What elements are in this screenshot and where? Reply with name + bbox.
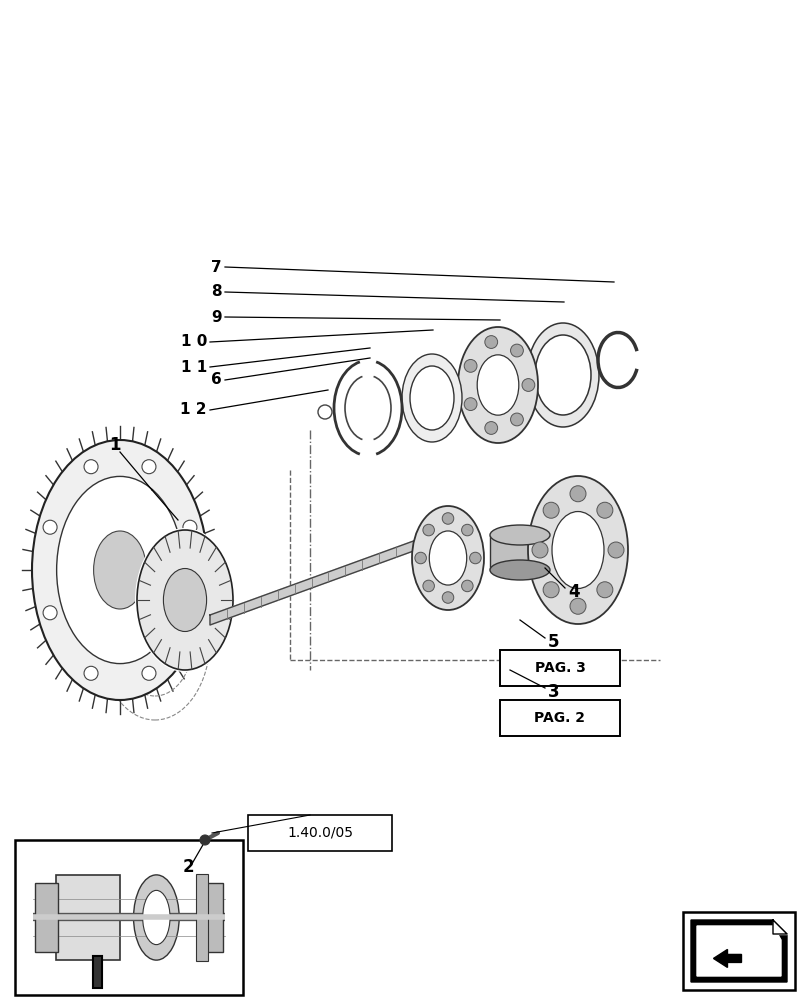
Polygon shape — [210, 535, 430, 625]
FancyBboxPatch shape — [500, 650, 620, 686]
Polygon shape — [772, 920, 786, 934]
Circle shape — [596, 582, 612, 598]
Circle shape — [510, 344, 523, 357]
Ellipse shape — [137, 530, 233, 670]
Text: PAG. 3: PAG. 3 — [534, 661, 585, 675]
Text: 8: 8 — [211, 284, 221, 300]
Circle shape — [461, 524, 473, 536]
Ellipse shape — [429, 531, 466, 585]
Polygon shape — [696, 926, 780, 976]
Ellipse shape — [410, 366, 453, 430]
Circle shape — [182, 520, 197, 534]
FancyBboxPatch shape — [682, 912, 794, 990]
Text: 3: 3 — [547, 683, 559, 701]
Ellipse shape — [93, 531, 146, 609]
Circle shape — [531, 542, 547, 558]
Text: 1: 1 — [109, 436, 121, 454]
Circle shape — [423, 524, 434, 536]
Circle shape — [182, 606, 197, 620]
Text: 1 2: 1 2 — [180, 402, 207, 418]
Ellipse shape — [534, 335, 590, 415]
Ellipse shape — [489, 525, 549, 545]
FancyBboxPatch shape — [35, 883, 58, 952]
Circle shape — [84, 460, 98, 474]
Circle shape — [84, 666, 98, 680]
Circle shape — [484, 422, 497, 434]
Ellipse shape — [163, 568, 206, 632]
Circle shape — [461, 580, 473, 592]
Ellipse shape — [457, 327, 538, 443]
Polygon shape — [690, 920, 786, 982]
Circle shape — [142, 460, 156, 474]
Text: PAG. 2: PAG. 2 — [534, 711, 585, 725]
Circle shape — [484, 336, 497, 348]
Ellipse shape — [135, 528, 234, 672]
Circle shape — [464, 398, 476, 411]
Circle shape — [543, 582, 559, 598]
Ellipse shape — [477, 355, 518, 415]
Circle shape — [414, 552, 426, 564]
FancyBboxPatch shape — [56, 875, 120, 960]
Ellipse shape — [489, 560, 549, 580]
Circle shape — [442, 592, 453, 603]
Text: 1.40.0/05: 1.40.0/05 — [286, 826, 353, 840]
Ellipse shape — [401, 354, 461, 442]
Circle shape — [469, 552, 481, 564]
Circle shape — [423, 580, 434, 592]
FancyBboxPatch shape — [196, 874, 208, 961]
Circle shape — [442, 513, 453, 524]
Circle shape — [521, 379, 534, 391]
Circle shape — [200, 835, 210, 845]
Text: 6: 6 — [211, 372, 221, 387]
Circle shape — [510, 413, 523, 426]
Text: 1 0: 1 0 — [180, 334, 207, 350]
Polygon shape — [713, 949, 740, 967]
Text: 9: 9 — [211, 310, 221, 324]
Ellipse shape — [32, 440, 208, 700]
Ellipse shape — [551, 512, 603, 588]
Circle shape — [464, 359, 476, 372]
Circle shape — [569, 598, 586, 614]
Circle shape — [607, 542, 623, 558]
Ellipse shape — [526, 323, 599, 427]
FancyBboxPatch shape — [489, 535, 549, 570]
Ellipse shape — [57, 476, 183, 664]
FancyBboxPatch shape — [247, 815, 392, 851]
Circle shape — [596, 502, 612, 518]
Ellipse shape — [143, 890, 169, 945]
Circle shape — [569, 486, 586, 502]
Ellipse shape — [527, 476, 627, 624]
Ellipse shape — [133, 875, 179, 960]
Ellipse shape — [411, 506, 483, 610]
Text: 5: 5 — [547, 633, 559, 651]
Circle shape — [142, 666, 156, 680]
Text: 7: 7 — [211, 259, 221, 274]
Circle shape — [43, 520, 57, 534]
Circle shape — [543, 502, 559, 518]
FancyBboxPatch shape — [15, 840, 242, 995]
FancyBboxPatch shape — [500, 700, 620, 736]
Text: 2: 2 — [182, 858, 194, 876]
Text: 1 1: 1 1 — [181, 360, 207, 374]
FancyBboxPatch shape — [200, 883, 223, 952]
Circle shape — [43, 606, 57, 620]
Text: 4: 4 — [568, 583, 579, 601]
